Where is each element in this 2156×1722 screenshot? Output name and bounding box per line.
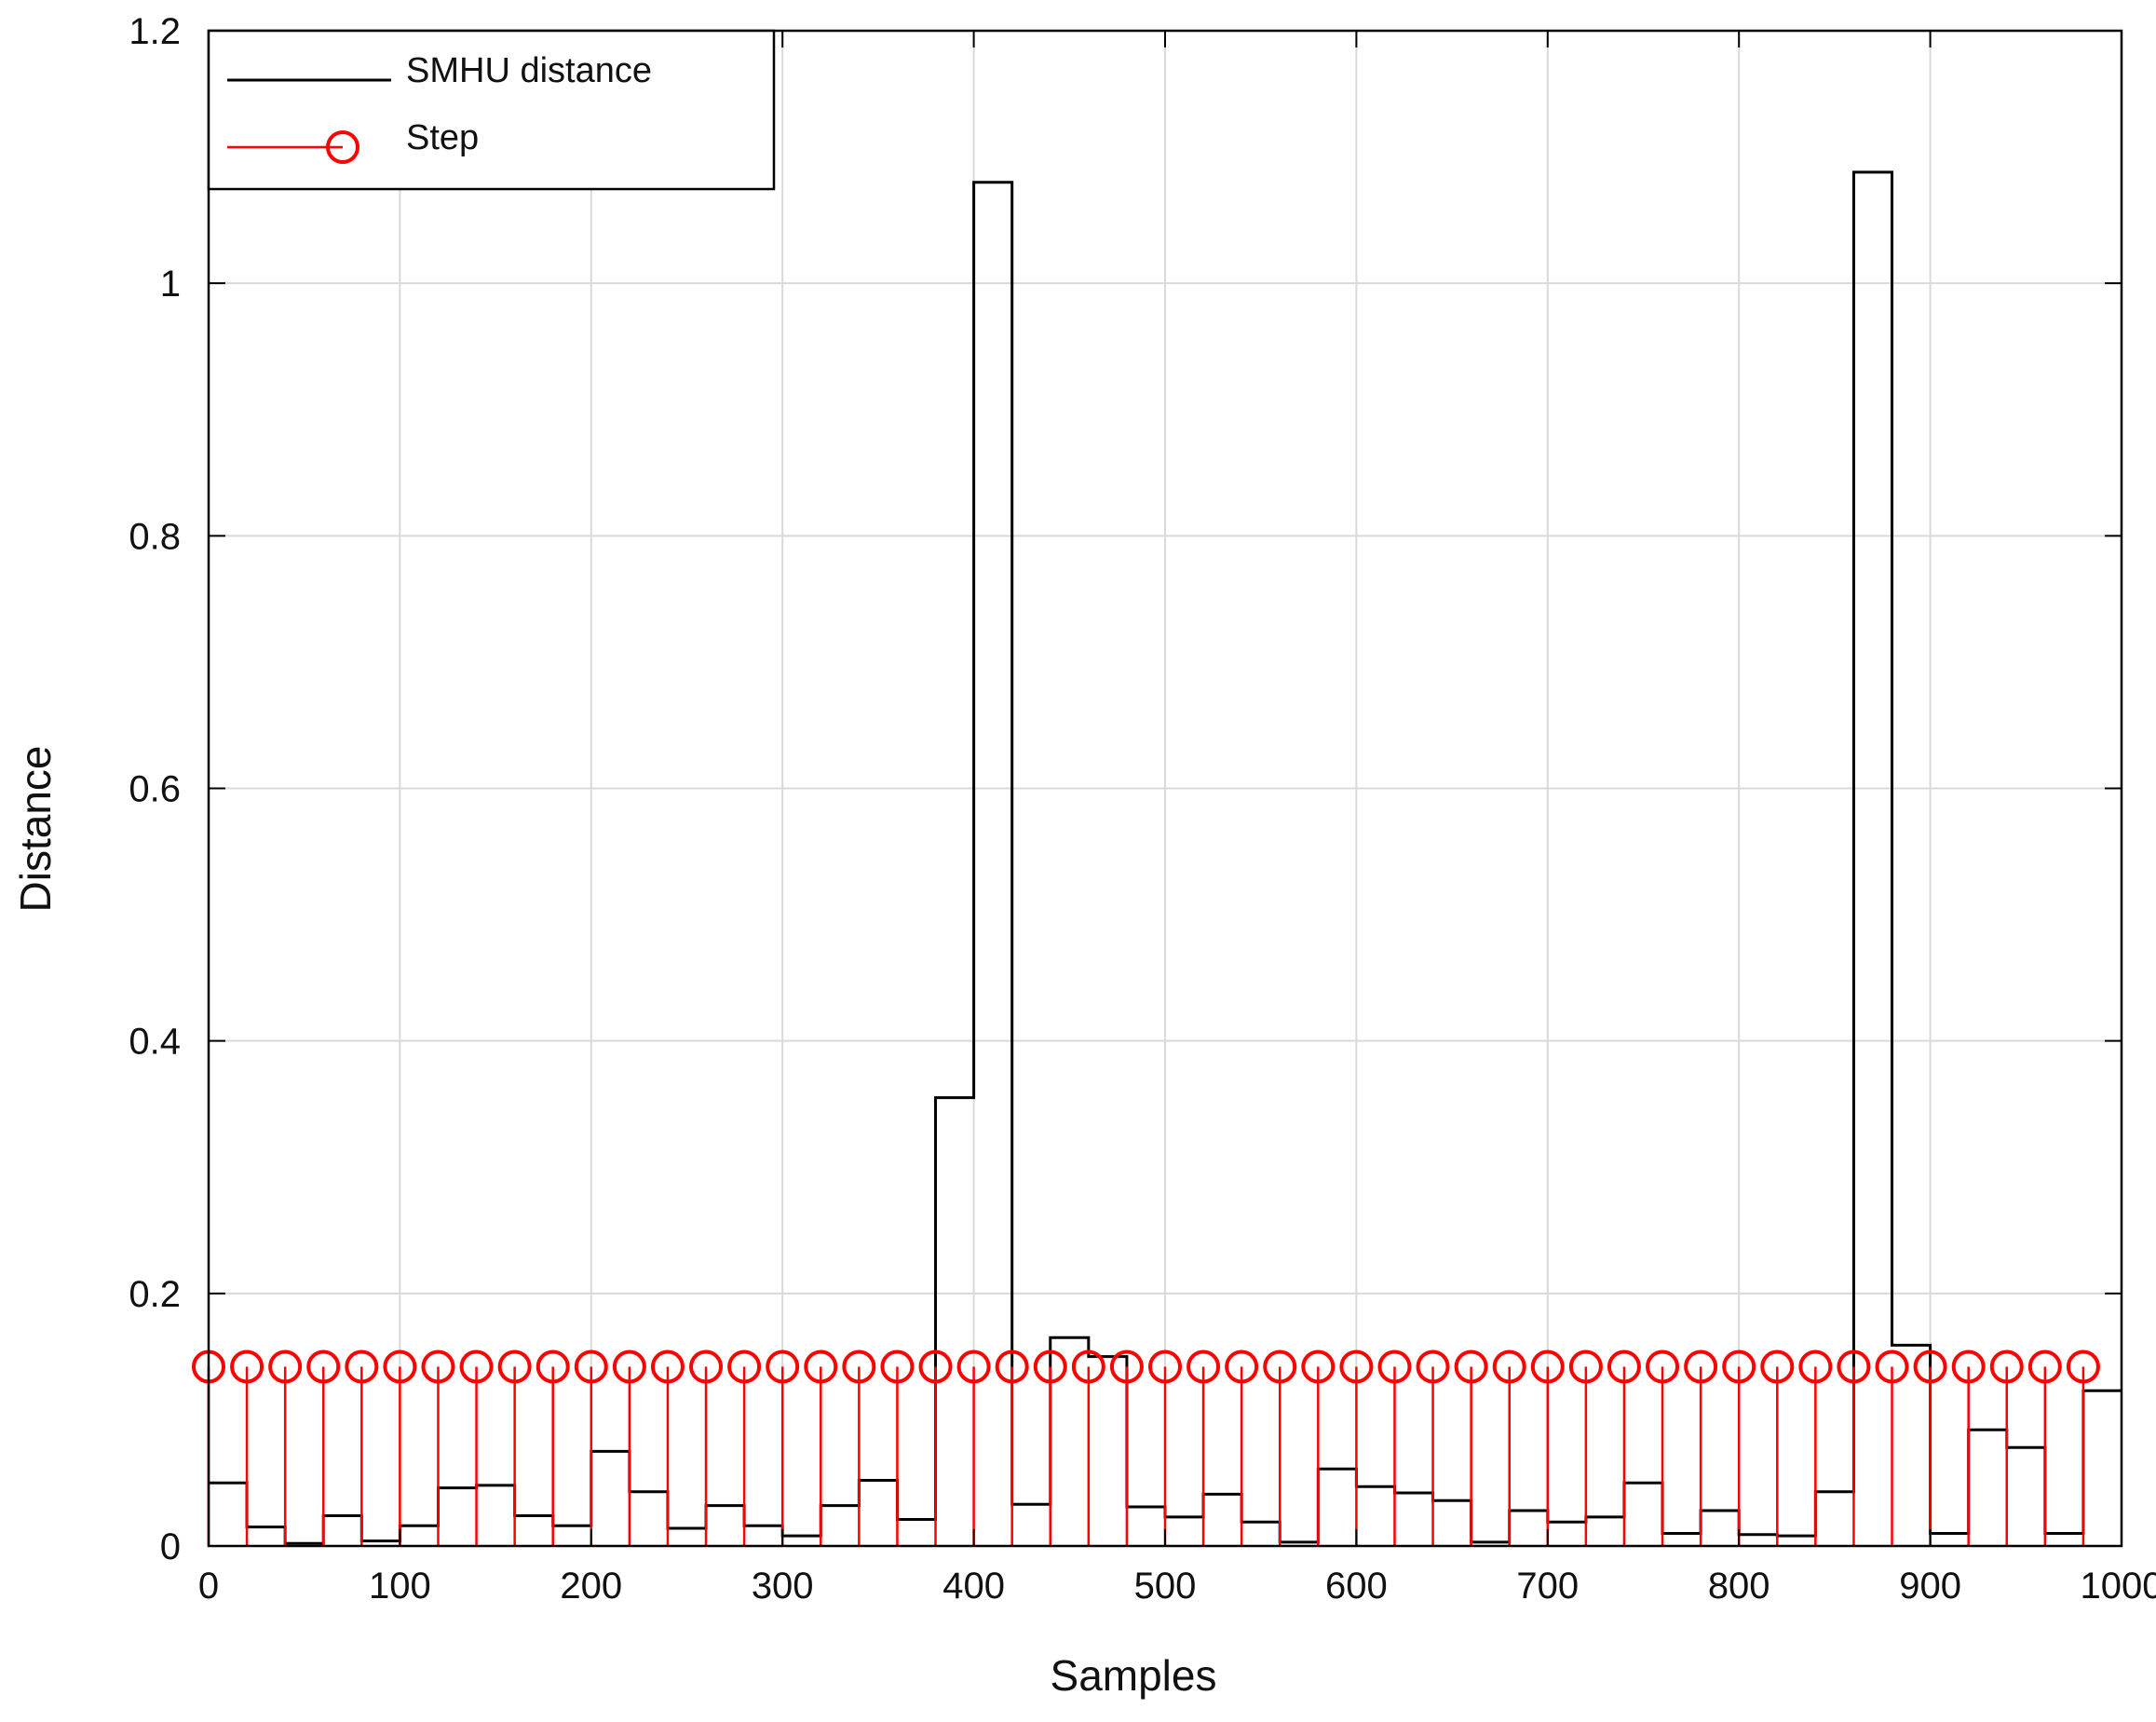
step-marker <box>459 1349 494 1384</box>
step-marker <box>1301 1349 1336 1384</box>
step-marker <box>1875 1349 1909 1384</box>
x-tick-label: 500 <box>1134 1566 1197 1607</box>
step-marker <box>1951 1349 1986 1384</box>
y-tick-label: 1.2 <box>129 11 181 52</box>
x-tick-label: 100 <box>369 1566 431 1607</box>
step-marker <box>1760 1349 1795 1384</box>
step-marker <box>1684 1349 1718 1384</box>
step-marker <box>1530 1349 1565 1384</box>
x-tick-label: 1000 <box>2081 1566 2156 1607</box>
step-marker <box>1913 1349 1947 1384</box>
y-tick-label: 1 <box>160 264 181 305</box>
step-marker <box>1646 1349 1680 1384</box>
x-tick-label: 800 <box>1708 1566 1770 1607</box>
legend-step-marker <box>326 130 359 164</box>
y-tick-label: 0.8 <box>129 516 181 557</box>
step-marker <box>1989 1349 2024 1384</box>
step-marker <box>574 1349 608 1384</box>
step-marker <box>1033 1349 1067 1384</box>
step-marker <box>1263 1349 1297 1384</box>
x-tick-label: 700 <box>1516 1566 1579 1607</box>
step-marker <box>1071 1349 1105 1384</box>
step-marker <box>1492 1349 1526 1384</box>
y-axis-label: Distance <box>11 746 60 913</box>
step-marker <box>804 1349 838 1384</box>
step-marker <box>2027 1349 2062 1384</box>
plot-area: 0 100 200 300 400 500 600 700 800 900 1000 0 0.2 0.4 0… <box>129 11 2156 1607</box>
x-tick-label: 0 <box>198 1566 219 1607</box>
x-axis-label: Samples <box>1051 1651 1217 1700</box>
step-marker <box>918 1349 953 1384</box>
step-marker <box>1722 1349 1756 1384</box>
step-marker <box>1416 1349 1450 1384</box>
y-tick-label: 0 <box>160 1526 181 1567</box>
step-marker <box>1377 1349 1412 1384</box>
legend-smhu-label: SMHU distance <box>406 51 652 90</box>
step-marker <box>1454 1349 1488 1384</box>
x-tick-label: 300 <box>752 1566 814 1607</box>
x-tick-label: 600 <box>1325 1566 1388 1607</box>
step-marker <box>1568 1349 1603 1384</box>
step-marker <box>612 1349 646 1384</box>
step-marker <box>1186 1349 1221 1384</box>
step-marker <box>1225 1349 1259 1384</box>
step-marker <box>766 1349 800 1384</box>
step-marker <box>536 1349 570 1384</box>
y-tick-label: 0.4 <box>129 1022 181 1063</box>
x-tick-label: 400 <box>942 1566 1005 1607</box>
step-marker <box>345 1349 379 1384</box>
legend-step-label: Step <box>406 118 479 157</box>
step-marker <box>727 1349 762 1384</box>
x-tick-label: 200 <box>560 1566 622 1607</box>
step-marker <box>1148 1349 1182 1384</box>
step-marker <box>880 1349 915 1384</box>
legend: SMHU distance Step <box>207 29 776 191</box>
step-marker <box>1109 1349 1144 1384</box>
step-marker <box>383 1349 417 1384</box>
y-tick-label: 0.6 <box>129 769 181 810</box>
step-marker <box>995 1349 1029 1384</box>
step-marker <box>1837 1349 1871 1384</box>
step-marker <box>1339 1349 1374 1384</box>
step-marker <box>1607 1349 1641 1384</box>
step-marker <box>306 1349 341 1384</box>
step-marker <box>421 1349 455 1384</box>
step-marker <box>2066 1349 2100 1384</box>
legend-box <box>207 29 776 191</box>
step-marker <box>230 1349 264 1384</box>
step-marker <box>956 1349 991 1384</box>
y-tick-label: 0.2 <box>129 1274 181 1315</box>
step-marker <box>842 1349 876 1384</box>
x-tick-label: 900 <box>1899 1566 1961 1607</box>
step-marker <box>497 1349 532 1384</box>
step-marker <box>689 1349 724 1384</box>
step-marker <box>650 1349 685 1384</box>
step-marker <box>1798 1349 1833 1384</box>
step-marker <box>268 1349 303 1384</box>
